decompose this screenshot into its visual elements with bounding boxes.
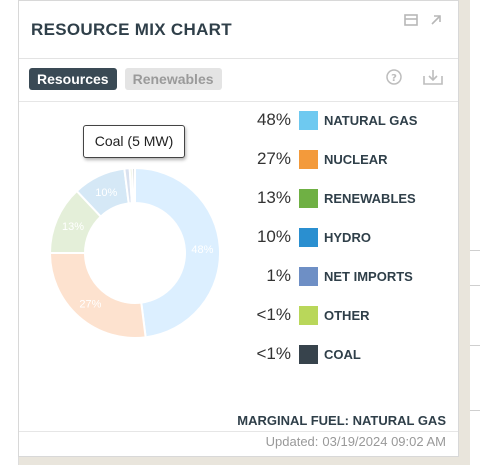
- tab-renewables[interactable]: Renewables: [124, 68, 222, 90]
- legend-label: NUCLEAR: [324, 151, 388, 167]
- legend-label: OTHER: [324, 307, 370, 323]
- updated-timestamp: Updated: 03/19/2024 09:02 AM: [266, 434, 446, 449]
- legend-swatch: [299, 188, 318, 208]
- legend-percent: <1%: [256, 344, 292, 363]
- legend-label: HYDRO: [324, 229, 371, 245]
- help-icon[interactable]: ?: [386, 69, 402, 90]
- donut-slice-nuclear[interactable]: [48, 252, 147, 339]
- donut-slice-label: 10%: [95, 187, 117, 199]
- background-divider: [470, 410, 480, 411]
- svg-text:?: ?: [391, 73, 397, 84]
- legend-label: NET IMPORTS: [324, 268, 413, 284]
- legend-swatch: [299, 227, 318, 247]
- updated-label: Updated:: [265, 434, 319, 449]
- legend-swatch: [299, 305, 318, 325]
- background-divider: [470, 285, 480, 286]
- expand-arrow-icon[interactable]: [430, 13, 442, 31]
- window-icon[interactable]: [404, 13, 418, 31]
- legend-swatch: [299, 266, 318, 286]
- tab-bar: Resources Renewables: [29, 68, 222, 90]
- legend-label: NATURAL GAS: [324, 112, 418, 128]
- legend-percent: 13%: [256, 188, 291, 207]
- panel-title: RESOURCE MIX CHART: [31, 20, 232, 39]
- legend-item-renewables[interactable]: 13% RENEWABLES: [235, 187, 445, 209]
- legend-label: COAL: [324, 346, 361, 362]
- marginal-fuel: MARGINAL FUEL: NATURAL GAS: [237, 413, 446, 428]
- legend-label: RENEWABLES: [324, 190, 416, 206]
- tabs-divider: [19, 101, 458, 102]
- background-right-panel: [470, 0, 480, 465]
- donut-slice-label: 48%: [191, 244, 213, 256]
- header-divider: [19, 58, 458, 59]
- donut-slice-coal[interactable]: [131, 166, 136, 205]
- legend-item-net-imports[interactable]: 1% NET IMPORTS: [235, 265, 445, 287]
- legend-percent: 10%: [256, 227, 291, 246]
- legend-percent: <1%: [256, 305, 292, 324]
- legend-item-nuclear[interactable]: 27% NUCLEAR: [235, 148, 445, 170]
- download-icon[interactable]: [422, 68, 444, 91]
- panel-header-icons: [404, 13, 442, 31]
- legend-item-other[interactable]: <1% OTHER: [235, 304, 445, 326]
- donut-slice-natural-gas[interactable]: [134, 166, 221, 339]
- legend-item-natural-gas[interactable]: 48% NATURAL GAS: [235, 109, 445, 131]
- donut-slice-label: 13%: [62, 221, 84, 233]
- background-divider: [470, 345, 480, 346]
- legend-item-hydro[interactable]: 10% HYDRO: [235, 226, 445, 248]
- background-divider: [470, 250, 480, 251]
- legend-swatch: [299, 344, 318, 364]
- resource-donut-chart: 48% 27% 13% 10%: [48, 166, 221, 339]
- legend-percent: 1%: [266, 266, 291, 285]
- chart-tooltip: Coal (5 MW): [83, 125, 185, 158]
- resource-mix-panel: RESOURCE MIX CHART Resources Renewables …: [18, 0, 459, 457]
- footer-divider: [19, 431, 458, 432]
- legend-swatch: [299, 149, 318, 169]
- background-left-panel: [0, 0, 19, 465]
- legend-percent: 27%: [256, 149, 291, 168]
- legend-item-coal[interactable]: <1% COAL: [235, 343, 445, 365]
- tab-resources[interactable]: Resources: [29, 68, 117, 90]
- donut-slice-label: 27%: [79, 299, 101, 311]
- updated-value: 03/19/2024 09:02 AM: [322, 434, 446, 449]
- chart-toolbar: ?: [386, 68, 444, 91]
- legend-swatch: [299, 110, 318, 130]
- legend-percent: 48%: [256, 110, 291, 129]
